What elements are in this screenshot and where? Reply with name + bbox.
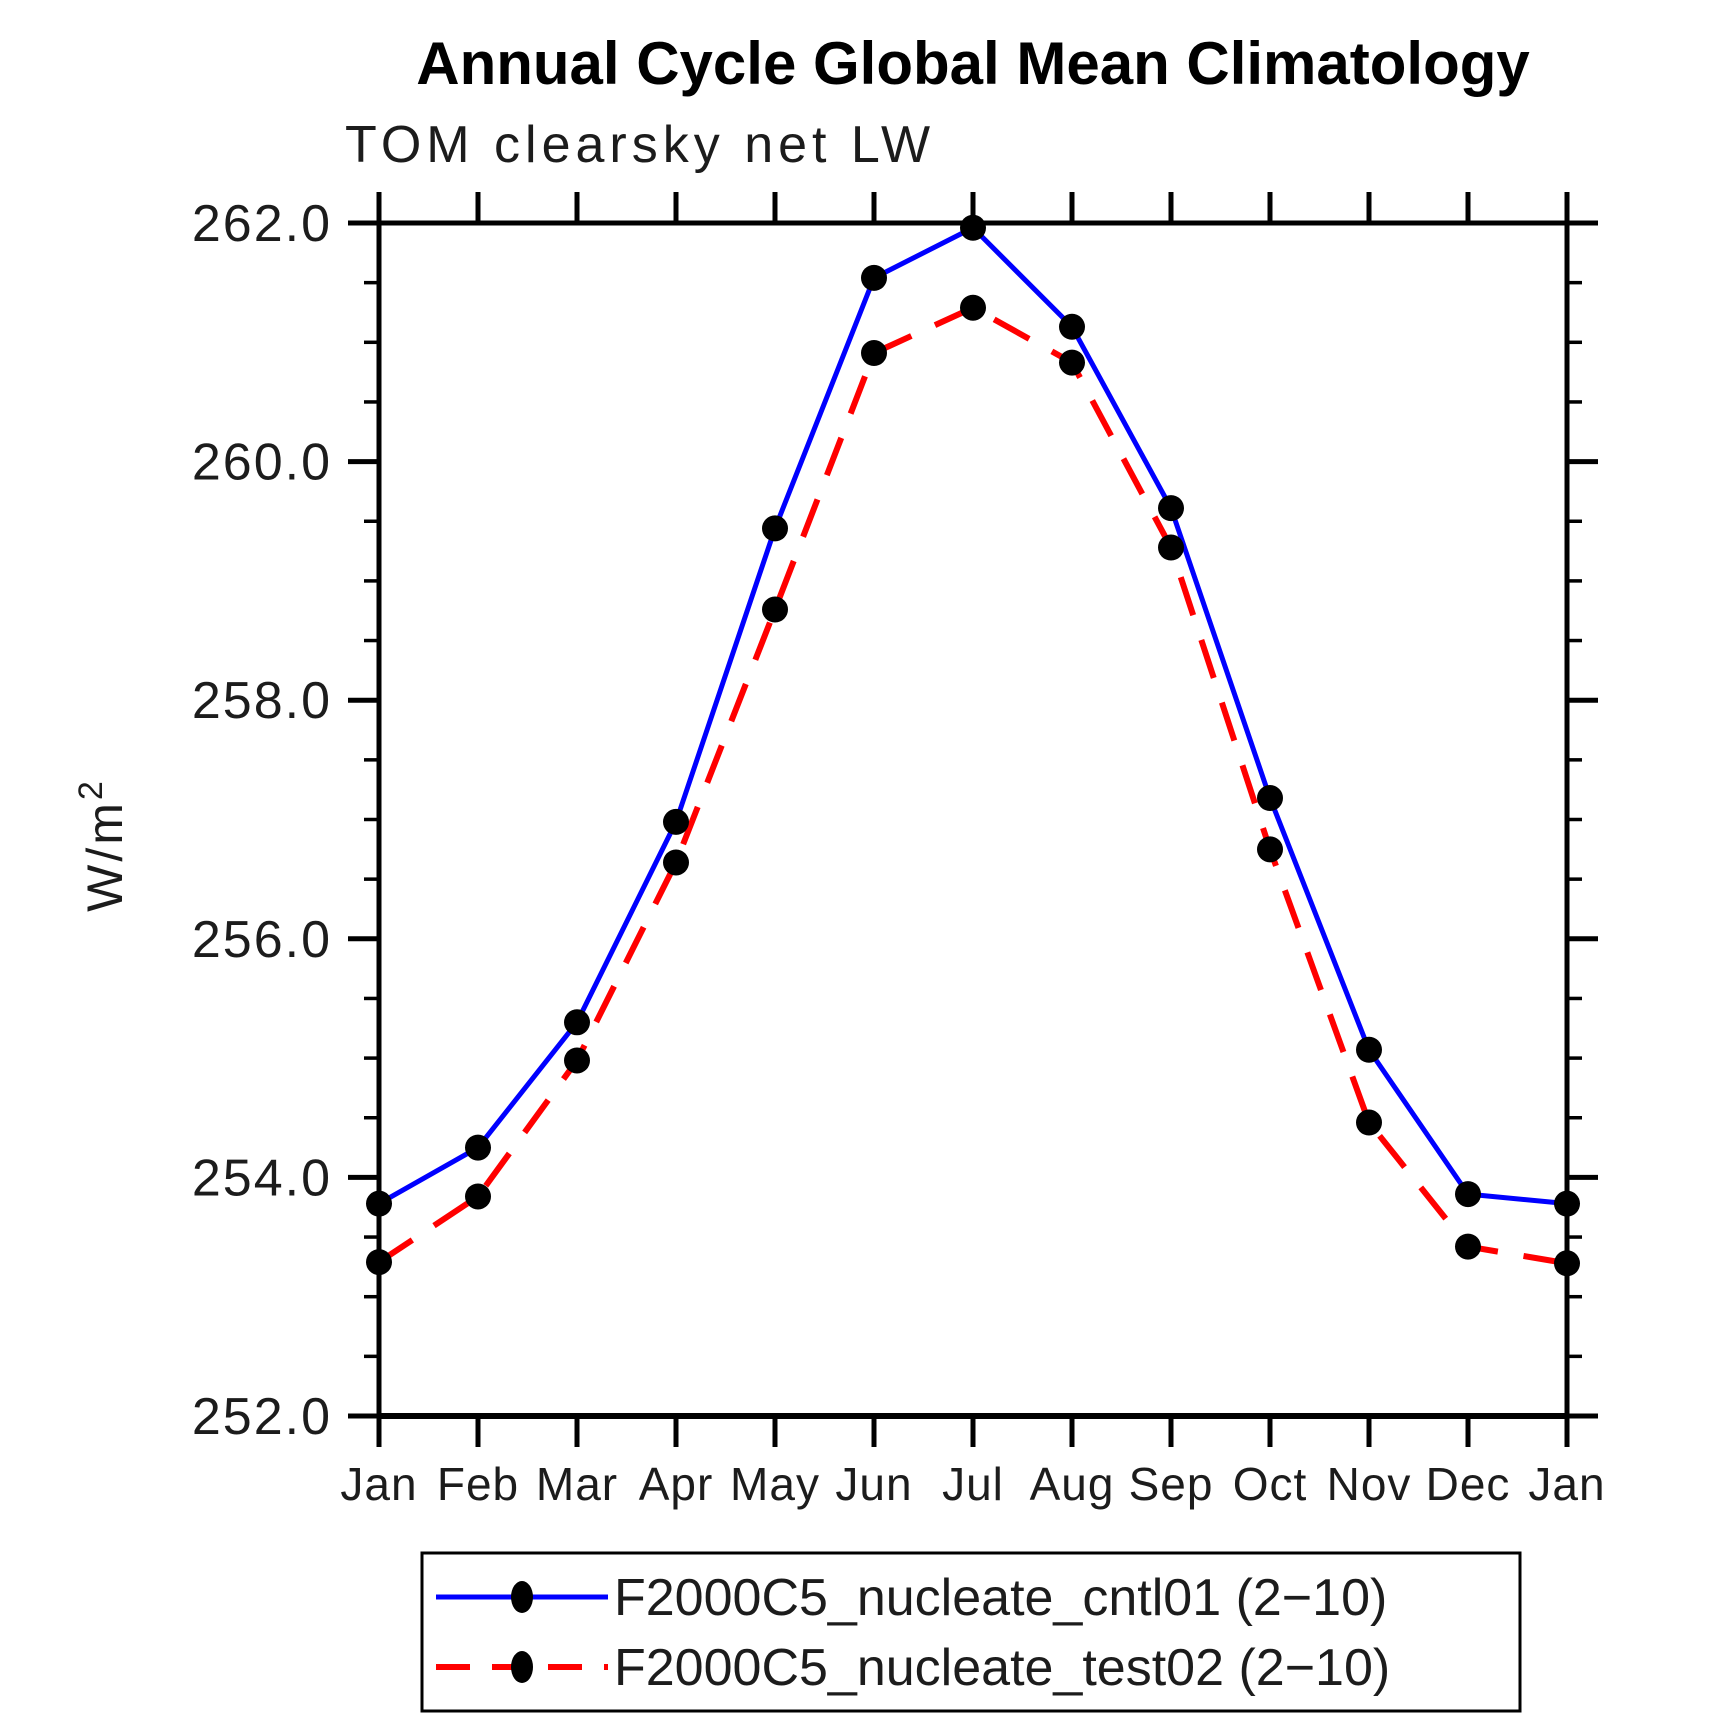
data-point-series0-Nov	[1356, 1036, 1382, 1063]
y-tick-label: 260.0	[192, 434, 332, 492]
data-point-series1-Aug	[1059, 349, 1085, 376]
month-label: Jul	[942, 1458, 1004, 1510]
data-point-series0-Mar	[564, 1009, 590, 1036]
data-point-series0-Sep	[1158, 495, 1184, 522]
data-point-series0-May	[762, 515, 788, 542]
legend-marker-1	[511, 1651, 533, 1683]
data-point-series0-Apr	[663, 808, 689, 835]
legend-label-1: F2000C5_nucleate_test02 (2−10)	[614, 1639, 1390, 1697]
legend: F2000C5_nucleate_cntl01 (2−10) F2000C5_nu…	[420, 1551, 1522, 1713]
month-label: Jan	[340, 1458, 417, 1510]
chart-subtitle: TOM clearsky net LW	[345, 116, 935, 174]
data-point-series1-Jul	[960, 294, 986, 321]
legend-box	[420, 1551, 1522, 1713]
data-point-series1-Sep	[1158, 534, 1184, 561]
data-point-series1-Nov	[1356, 1109, 1382, 1136]
month-label: Mar	[536, 1458, 618, 1510]
legend-marker-0	[511, 1581, 533, 1613]
data-point-series1-Jan	[1554, 1250, 1580, 1277]
month-label: Sep	[1129, 1458, 1214, 1510]
plot-series	[366, 214, 1580, 1277]
data-point-series0-Jul	[960, 214, 986, 241]
data-point-series1-Dec	[1455, 1233, 1481, 1260]
month-label: Feb	[437, 1458, 519, 1510]
data-point-series1-Mar	[564, 1047, 590, 1074]
month-label: Apr	[639, 1458, 714, 1510]
data-point-series1-May	[762, 596, 788, 623]
month-label: Jun	[835, 1458, 912, 1510]
y-tick-label: 256.0	[192, 911, 332, 969]
data-point-series0-Jan	[366, 1190, 392, 1217]
legend-label-0: F2000C5_nucleate_cntl01 (2−10)	[614, 1569, 1387, 1627]
month-label: Nov	[1327, 1458, 1412, 1510]
chart-title: Annual Cycle Global Mean Climatology	[416, 30, 1530, 97]
y-tick-label: 254.0	[192, 1149, 332, 1207]
month-label: Oct	[1233, 1458, 1308, 1510]
y-axis-title: W/m2	[72, 778, 133, 912]
plot-axes: Jan Feb Mar Apr May Jun Jul Aug Sep Oct Nov Dec Jan2…	[192, 192, 1605, 1510]
data-point-series0-Jun	[861, 264, 887, 291]
series-line-0	[377, 225, 1568, 1207]
data-point-series1-Jun	[861, 340, 887, 367]
data-point-series0-Oct	[1257, 785, 1283, 812]
month-label: May	[730, 1458, 820, 1510]
month-label: Dec	[1426, 1458, 1511, 1510]
data-point-series1-Jan	[366, 1249, 392, 1276]
y-tick-label: 258.0	[192, 672, 332, 730]
month-label: Aug	[1030, 1458, 1115, 1510]
y-tick-label: 252.0	[192, 1388, 332, 1446]
data-point-series1-Oct	[1257, 836, 1283, 863]
y-axis-title-exponent: 2	[72, 778, 110, 800]
y-axis-title-base: W/m	[77, 800, 133, 912]
series-line-1	[377, 304, 1568, 1267]
month-label: Jan	[1528, 1458, 1605, 1510]
data-point-series0-Jan	[1554, 1190, 1580, 1217]
data-point-series0-Feb	[465, 1134, 491, 1161]
y-tick-label: 262.0	[192, 195, 332, 253]
data-point-series0-Aug	[1059, 313, 1085, 340]
data-point-series0-Dec	[1455, 1181, 1481, 1208]
data-point-series1-Feb	[465, 1183, 491, 1210]
data-point-series1-Apr	[663, 849, 689, 876]
